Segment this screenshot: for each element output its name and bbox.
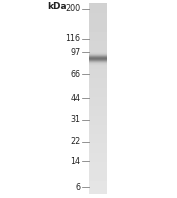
Text: kDa: kDa: [48, 2, 67, 11]
Text: 22: 22: [70, 137, 81, 146]
Text: 66: 66: [71, 70, 81, 79]
Text: 14: 14: [71, 157, 81, 166]
Text: 97: 97: [70, 48, 81, 57]
Text: 44: 44: [71, 93, 81, 103]
Text: 31: 31: [71, 115, 81, 124]
Text: 200: 200: [65, 4, 81, 13]
Text: 6: 6: [76, 183, 81, 192]
Text: 116: 116: [65, 34, 81, 43]
